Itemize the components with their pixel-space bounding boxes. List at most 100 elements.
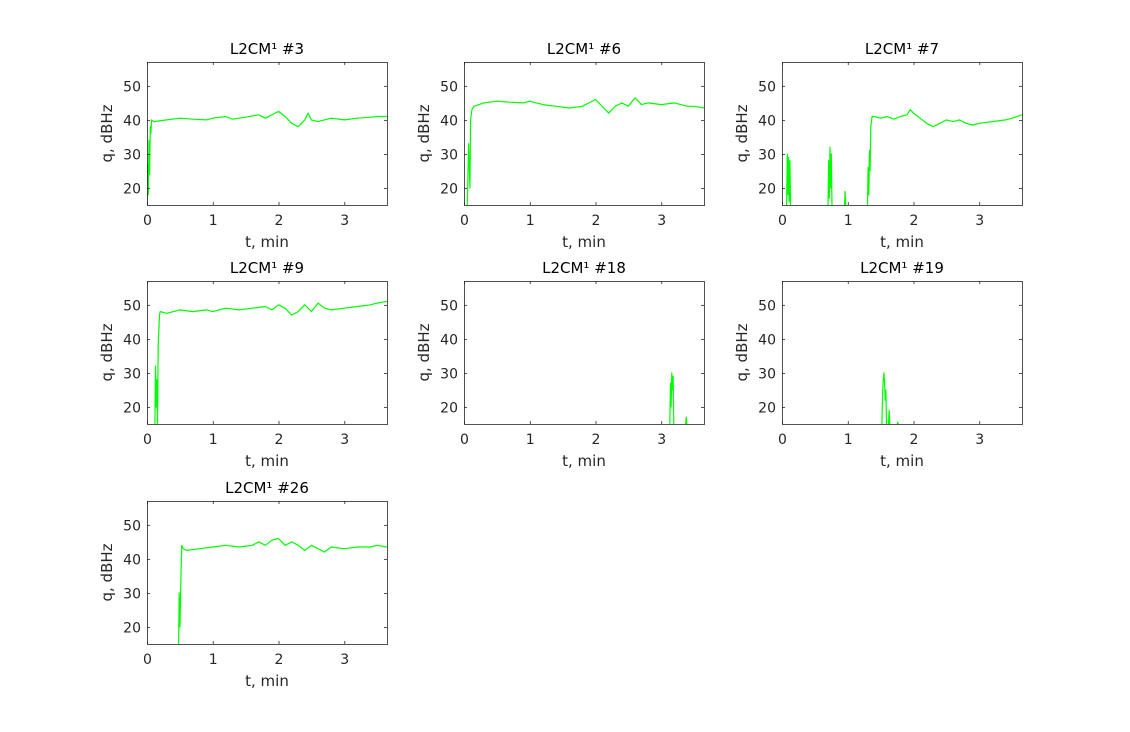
- y-tick-label: 30: [758, 147, 776, 163]
- plot-area: [466, 97, 704, 205]
- plot-area: [154, 300, 387, 424]
- y-tick-label: 20: [758, 400, 776, 416]
- x-tick-label: 0: [778, 432, 787, 448]
- series-line: [866, 109, 1022, 205]
- axes-box: [782, 281, 1023, 425]
- x-tick-label: 0: [143, 213, 152, 229]
- y-axis-label: q, dBHz: [98, 543, 116, 601]
- y-tick-label: 40: [123, 113, 141, 129]
- x-tick-label: 0: [460, 213, 469, 229]
- series-line: [178, 537, 387, 644]
- x-tick-label: 2: [275, 652, 284, 668]
- plot-area: [178, 537, 387, 644]
- y-tick-label: 50: [123, 518, 141, 534]
- axes-box: [147, 501, 388, 645]
- subplot: 0 1 2 3 20 30 40 50 t, min q, dBHz L2CM¹ #19: [733, 259, 1023, 470]
- subplot-title: L2CM¹ #6: [547, 40, 621, 58]
- axes-box: [147, 62, 388, 206]
- y-tick-label: 50: [440, 298, 458, 314]
- series-line: [466, 97, 704, 205]
- x-axis-label: t, min: [562, 233, 606, 251]
- y-tick-label: 30: [123, 586, 141, 602]
- subplot-title: L2CM¹ #18: [542, 259, 626, 277]
- y-tick-label: 30: [123, 147, 141, 163]
- series-line: [887, 409, 891, 424]
- series-line: [843, 190, 847, 205]
- subplot: 0 1 2 3 20 30 40 50 t, min q, dBHz L2CM¹ #18: [415, 259, 705, 470]
- y-tick-label: 40: [758, 113, 776, 129]
- x-tick-label: 2: [910, 213, 919, 229]
- y-tick-label: 40: [758, 332, 776, 348]
- y-tick-label: 50: [123, 79, 141, 95]
- plot-area: [669, 372, 688, 424]
- y-tick-label: 20: [440, 181, 458, 197]
- y-axis-label: q, dBHz: [733, 323, 751, 381]
- series-line: [881, 372, 888, 424]
- x-axis-label: t, min: [880, 452, 924, 470]
- y-tick-label: 20: [123, 181, 141, 197]
- y-tick-label: 50: [440, 79, 458, 95]
- subplot-title: L2CM¹ #26: [225, 479, 309, 497]
- y-axis-label: q, dBHz: [415, 323, 433, 381]
- subplot: 0 1 2 3 20 30 40 50 t, min q, dBHz L2CM¹ #6: [415, 40, 705, 251]
- series-line: [827, 146, 833, 205]
- y-tick-label: 50: [758, 79, 776, 95]
- x-tick-label: 1: [526, 432, 535, 448]
- x-tick-label: 1: [209, 213, 218, 229]
- x-tick-label: 3: [340, 213, 349, 229]
- x-tick-label: 0: [778, 213, 787, 229]
- y-tick-label: 40: [123, 332, 141, 348]
- y-tick-label: 20: [123, 400, 141, 416]
- series-line: [685, 416, 688, 424]
- y-axis-label: q, dBHz: [98, 323, 116, 381]
- x-tick-label: 3: [975, 432, 984, 448]
- subplot-title: L2CM¹ #7: [865, 40, 939, 58]
- y-axis-label: q, dBHz: [98, 104, 116, 162]
- x-tick-label: 1: [209, 652, 218, 668]
- x-tick-label: 2: [275, 213, 284, 229]
- x-tick-label: 1: [526, 213, 535, 229]
- x-tick-label: 1: [844, 432, 853, 448]
- axes-box: [782, 62, 1023, 206]
- plot-area: [881, 372, 899, 424]
- series-line: [147, 110, 387, 205]
- x-tick-label: 2: [275, 432, 284, 448]
- x-tick-label: 2: [910, 432, 919, 448]
- axes-box: [464, 62, 705, 206]
- y-tick-label: 20: [758, 181, 776, 197]
- x-tick-label: 0: [143, 652, 152, 668]
- y-tick-label: 40: [440, 332, 458, 348]
- x-tick-label: 1: [844, 213, 853, 229]
- y-tick-label: 30: [440, 147, 458, 163]
- plot-area: [147, 110, 387, 205]
- subplot: 0 1 2 3 20 30 40 50 t, min q, dBHz L2CM¹ #26: [98, 479, 388, 690]
- x-tick-label: 3: [340, 432, 349, 448]
- series-line: [154, 300, 387, 424]
- series-line: [786, 153, 792, 205]
- subplot: 0 1 2 3 20 30 40 50 t, min q, dBHz L2CM¹ #7: [733, 40, 1023, 251]
- y-tick-label: 50: [758, 298, 776, 314]
- subplot-title: L2CM¹ #19: [860, 259, 944, 277]
- x-tick-label: 3: [340, 652, 349, 668]
- subplot-title: L2CM¹ #9: [230, 259, 304, 277]
- y-tick-label: 20: [440, 400, 458, 416]
- subplot-title: L2CM¹ #3: [230, 40, 304, 58]
- y-tick-label: 30: [123, 366, 141, 382]
- axes-box: [464, 281, 705, 425]
- x-axis-label: t, min: [245, 672, 289, 690]
- y-axis-label: q, dBHz: [415, 104, 433, 162]
- x-tick-label: 2: [592, 432, 601, 448]
- series-line: [896, 421, 899, 424]
- x-tick-label: 0: [143, 432, 152, 448]
- x-axis-label: t, min: [880, 233, 924, 251]
- y-tick-label: 40: [123, 552, 141, 568]
- subplot: 0 1 2 3 20 30 40 50 t, min q, dBHz L2CM¹ #9: [98, 259, 388, 470]
- x-axis-label: t, min: [245, 233, 289, 251]
- y-tick-label: 30: [440, 366, 458, 382]
- y-tick-label: 20: [123, 620, 141, 636]
- x-tick-label: 3: [975, 213, 984, 229]
- x-tick-label: 0: [460, 432, 469, 448]
- x-tick-label: 2: [592, 213, 601, 229]
